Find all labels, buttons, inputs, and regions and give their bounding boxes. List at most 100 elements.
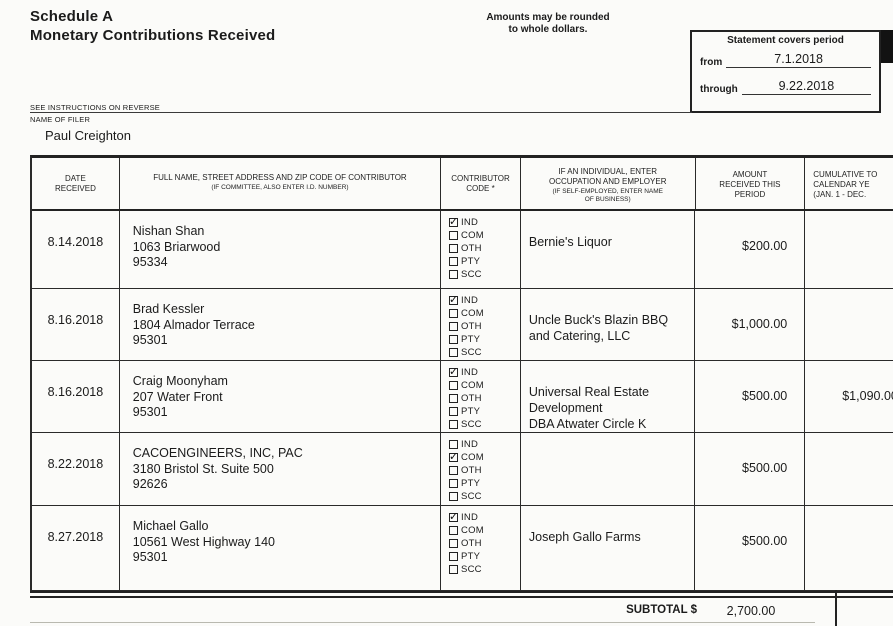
occupation-cell: Universal Real Estate Development DBA At… (521, 361, 696, 432)
contributor-cell: Craig Moonyham 207 Water Front 95301 (120, 361, 442, 432)
checkbox-label: PTY (461, 550, 481, 562)
cumulative-cell (805, 289, 893, 360)
checkbox-label: SCC (461, 418, 482, 430)
checkbox-label: OTH (461, 242, 482, 254)
from-date-field[interactable]: 7.1.2018 (726, 53, 871, 68)
checkbox-com[interactable] (449, 308, 459, 318)
checkbox-label: IND (461, 294, 479, 306)
checkbox-scc[interactable] (449, 419, 459, 429)
checkbox-row-oth: OTH (449, 393, 520, 404)
amount-cell: $500.00 (695, 433, 806, 505)
checkbox-pty[interactable] (449, 478, 459, 488)
header-contributor-code: CONTRIBUTOR CODE * (441, 158, 521, 209)
checkbox-row-com: COM (449, 230, 520, 241)
checkbox-ind[interactable] (449, 293, 458, 306)
checkbox-row-oth: OTH (449, 243, 520, 254)
checkbox-ind[interactable] (449, 510, 458, 523)
name-of-filer-label: NAME OF FILER (30, 115, 91, 124)
checkbox-label: SCC (461, 490, 482, 502)
checkbox-pty[interactable] (449, 334, 459, 344)
checkbox-label: PTY (461, 333, 481, 345)
checkbox-row-com: COM (449, 450, 520, 463)
double-rule-top (30, 591, 893, 593)
occupation-cell: Bernie's Liquor (521, 211, 696, 288)
checkbox-scc[interactable] (449, 269, 459, 279)
amount-cell: $200.00 (695, 211, 806, 288)
cumulative-cell (805, 433, 893, 505)
amount-cell: $500.00 (695, 361, 806, 432)
checkbox-label: SCC (461, 563, 482, 575)
statement-period-title: Statement covers period (727, 35, 844, 46)
occupation-cell (521, 433, 696, 505)
checkbox-pty[interactable] (449, 256, 459, 266)
subtotal-label: SUBTOTAL $ (626, 604, 697, 616)
checkbox-label: COM (461, 307, 484, 319)
checkbox-row-ind: IND (449, 215, 520, 228)
checkbox-scc[interactable] (449, 564, 459, 574)
page-edge-line (30, 622, 815, 623)
date-received-cell: 8.22.2018 (32, 433, 120, 505)
statement-period-box: Statement covers period from 7.1.2018 th… (690, 30, 881, 113)
date-received-cell: 8.27.2018 (32, 506, 120, 590)
contribution-row: 8.27.2018 Michael Gallo 10561 West Highw… (32, 506, 893, 591)
checkbox-scc[interactable] (449, 491, 459, 501)
contribution-row: 8.14.2018 Nishan Shan 1063 Briarwood 953… (32, 211, 893, 289)
checkbox-oth[interactable] (449, 393, 459, 403)
column-rule (835, 590, 837, 626)
checkbox-oth[interactable] (449, 465, 459, 475)
checkbox-com[interactable] (449, 230, 459, 240)
checkbox-com[interactable] (449, 525, 459, 535)
cumulative-cell (805, 211, 893, 288)
date-received-cell: 8.16.2018 (32, 289, 120, 360)
header-date-received: DATE RECEIVED (32, 158, 120, 209)
occupation-cell: Uncle Buck's Blazin BBQ and Catering, LL… (521, 289, 696, 360)
checkbox-label: OTH (461, 537, 482, 549)
checkbox-pty[interactable] (449, 551, 459, 561)
cumulative-cell (805, 506, 893, 590)
contributor-cell: Michael Gallo 10561 West Highway 140 953… (120, 506, 442, 590)
table-header-row: DATE RECEIVED FULL NAME, STREET ADDRESS … (32, 158, 893, 211)
cumulative-cell: $1,090.00 (842, 389, 893, 403)
checkbox-label: IND (461, 366, 479, 378)
checkbox-label: OTH (461, 464, 482, 476)
checkbox-com[interactable] (449, 380, 459, 390)
checkbox-label: IND (461, 216, 479, 228)
checkbox-row-scc: SCC (449, 491, 520, 502)
schedule-title: Schedule A (30, 8, 114, 25)
checkbox-row-scc: SCC (449, 347, 520, 358)
checkbox-row-ind: IND (449, 439, 520, 450)
checkbox-ind[interactable] (449, 215, 458, 228)
checkbox-row-com: COM (449, 380, 520, 391)
checkbox-row-pty: PTY (449, 256, 520, 267)
checkbox-row-ind: IND (449, 365, 520, 378)
checkbox-label: IND (461, 438, 479, 450)
filer-name-field[interactable]: Paul Creighton (45, 128, 131, 143)
checkbox-oth[interactable] (449, 538, 459, 548)
checkbox-scc[interactable] (449, 347, 459, 357)
header-contributor: FULL NAME, STREET ADDRESS AND ZIP CODE O… (120, 158, 442, 209)
header-occupation-main: IF AN INDIVIDUAL, ENTER OCCUPATION AND E… (548, 167, 667, 186)
checkbox-pty[interactable] (449, 406, 459, 416)
checkbox-label: COM (461, 379, 484, 391)
through-date-field[interactable]: 9.22.2018 (741, 80, 871, 95)
checkbox-com[interactable] (449, 450, 458, 463)
checkbox-oth[interactable] (449, 243, 459, 253)
header-occupation-sub: (IF SELF-EMPLOYED, ENTER NAME OF BUSINES… (552, 188, 663, 203)
checkbox-ind[interactable] (449, 365, 458, 378)
checkbox-label: PTY (461, 477, 481, 489)
checkbox-row-pty: PTY (449, 334, 520, 345)
checkbox-row-pty: PTY (449, 478, 520, 489)
schedule-subtitle: Monetary Contributions Received (30, 27, 276, 44)
date-received-cell: 8.14.2018 (32, 211, 120, 288)
checkbox-ind[interactable] (449, 439, 459, 449)
checkbox-label: OTH (461, 392, 482, 404)
checkbox-row-pty: PTY (449, 406, 520, 417)
amount-cell: $500.00 (695, 506, 806, 590)
checkbox-oth[interactable] (449, 321, 459, 331)
header-contributor-sub: (IF COMMITTEE, ALSO ENTER I.D. NUMBER) (211, 184, 349, 191)
from-label: from (700, 57, 723, 68)
